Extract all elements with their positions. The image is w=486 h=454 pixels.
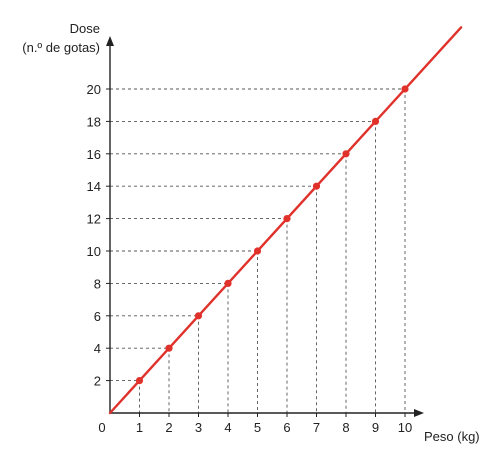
x-tick-label: 2 xyxy=(165,420,172,435)
y-axis-title-line1: Dose xyxy=(70,21,100,36)
y-tick-label: 18 xyxy=(87,114,101,129)
y-tick-label: 12 xyxy=(87,212,101,227)
y-axis-title-line2: (n.º de gotas) xyxy=(22,40,100,55)
data-point xyxy=(224,279,232,287)
x-tick-label: 7 xyxy=(313,420,320,435)
x-tick-label: 3 xyxy=(195,420,202,435)
x-axis-arrow xyxy=(414,409,424,417)
data-point xyxy=(342,150,350,158)
data-point xyxy=(194,312,203,320)
ticks xyxy=(106,88,406,417)
x-tick-label: 1 xyxy=(136,420,143,435)
x-tick-label: 6 xyxy=(283,420,290,435)
y-tick-label: 8 xyxy=(94,276,101,291)
origin-label: 0 xyxy=(98,420,105,435)
y-tick-label: 10 xyxy=(87,244,101,259)
data-point xyxy=(135,377,144,385)
data-point xyxy=(283,215,291,223)
y-tick-label: 16 xyxy=(87,147,101,162)
guide-lines xyxy=(110,88,406,413)
data-point xyxy=(253,247,262,255)
axes xyxy=(106,36,424,417)
x-axis-title: Peso (kg) xyxy=(424,429,480,444)
series xyxy=(108,26,463,415)
y-tick-label: 4 xyxy=(94,341,101,356)
data-point xyxy=(371,117,380,125)
x-tick-label: 5 xyxy=(254,420,261,435)
x-tick-label: 8 xyxy=(342,420,349,435)
y-tick-label: 2 xyxy=(94,374,101,389)
data-point xyxy=(312,182,321,190)
data-point xyxy=(401,85,409,93)
x-tick-label: 10 xyxy=(398,420,412,435)
x-tick-label: 9 xyxy=(372,420,379,435)
y-axis-arrow xyxy=(106,36,114,46)
y-tick-label: 6 xyxy=(94,309,101,324)
y-tick-label: 14 xyxy=(87,179,101,194)
y-tick-label: 20 xyxy=(87,82,101,97)
data-point xyxy=(165,344,173,352)
x-tick-label: 4 xyxy=(224,420,231,435)
